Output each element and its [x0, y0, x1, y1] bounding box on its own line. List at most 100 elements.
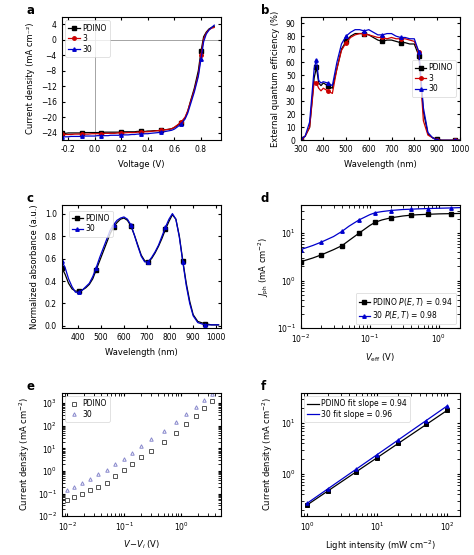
Line: PDINO: PDINO	[65, 400, 214, 502]
30	[118, 132, 124, 138]
PDINO $P(E,T)$ = 0.94	[319, 251, 324, 258]
30	[187, 300, 192, 307]
3	[142, 128, 148, 135]
Legend: PDINO fit slope = 0.94, 30 fit slope = 0.96: PDINO fit slope = 0.94, 30 fit slope = 0…	[304, 396, 410, 422]
PDINO	[132, 128, 137, 135]
PDINO	[68, 130, 74, 137]
3	[152, 128, 157, 134]
PDINO	[105, 129, 111, 135]
30	[393, 33, 399, 39]
PDINO	[407, 41, 412, 47]
PDINO	[76, 130, 82, 137]
PDINO $P(E,T)$ = 0.94	[388, 215, 393, 221]
PDINO	[82, 129, 87, 136]
30 $P(E,T)$ = 0.98	[331, 233, 337, 240]
PDINO	[334, 65, 340, 72]
PDINO	[320, 80, 326, 87]
PDINO	[203, 29, 209, 36]
3	[63, 131, 68, 138]
PDINO	[209, 321, 215, 328]
30	[155, 129, 161, 136]
3	[371, 33, 376, 39]
PDINO	[161, 438, 167, 445]
3	[169, 125, 174, 132]
3	[361, 30, 367, 37]
PDINO	[185, 108, 191, 115]
3	[416, 48, 422, 55]
30	[193, 403, 199, 410]
3	[132, 129, 137, 136]
PDINO	[191, 311, 196, 318]
30	[185, 110, 191, 117]
30	[121, 132, 127, 138]
3	[105, 130, 111, 137]
30	[173, 216, 179, 223]
30 $P(E,T)$ = 0.98	[457, 204, 463, 211]
Line: PDINO: PDINO	[60, 24, 216, 135]
PDINO	[79, 130, 84, 137]
PDINO	[198, 48, 204, 55]
30 $P(E,T)$ = 0.98	[425, 205, 431, 212]
PDINO $P(E,T)$ = 0.94	[373, 219, 378, 225]
30	[152, 130, 157, 137]
PDINO	[145, 128, 151, 134]
PDINO	[452, 137, 458, 144]
X-axis label: Light intensity (mW cm$^{-2}$): Light intensity (mW cm$^{-2}$)	[325, 539, 436, 553]
3	[85, 131, 91, 138]
PDINO	[216, 321, 221, 328]
PDINO fit slope = 0.94	[445, 407, 450, 413]
3	[439, 137, 445, 144]
30	[195, 319, 201, 326]
30	[85, 133, 91, 139]
3	[393, 36, 399, 42]
Line: 30 fit slope = 0.96: 30 fit slope = 0.96	[307, 406, 447, 503]
3	[79, 131, 84, 138]
3	[112, 130, 118, 137]
30	[72, 133, 78, 140]
PDINO	[99, 129, 104, 136]
X-axis label: Wavelength (nm): Wavelength (nm)	[344, 160, 417, 169]
30	[138, 253, 144, 260]
PDINO	[158, 127, 164, 134]
3	[298, 135, 303, 142]
PDINO	[112, 129, 118, 135]
PDINO	[156, 243, 162, 250]
PDINO	[165, 126, 171, 133]
PDINO $P(E,T)$ = 0.94	[339, 242, 345, 249]
PDINO	[439, 137, 445, 144]
30	[172, 126, 177, 133]
30	[452, 137, 458, 144]
3	[165, 126, 171, 133]
30	[329, 82, 335, 89]
PDINO	[118, 216, 123, 223]
3	[116, 130, 121, 137]
PDINO	[104, 239, 109, 246]
30	[211, 22, 217, 28]
3	[145, 128, 151, 135]
3	[211, 24, 217, 31]
30	[434, 137, 440, 144]
30	[307, 119, 312, 125]
3	[452, 137, 458, 144]
30	[407, 36, 412, 42]
PDINO	[161, 127, 167, 133]
30	[76, 289, 82, 296]
PDINO	[176, 233, 182, 239]
PDINO	[121, 215, 127, 221]
30	[348, 29, 354, 36]
30 $P(E,T)$ = 0.98	[448, 205, 454, 211]
PDINO	[63, 130, 68, 137]
30	[121, 456, 127, 462]
3	[457, 137, 463, 144]
30	[95, 132, 100, 139]
3	[174, 122, 180, 129]
PDINO	[107, 230, 113, 237]
PDINO	[366, 32, 372, 38]
PDINO fit slope = 0.94	[304, 502, 310, 508]
PDINO	[448, 137, 454, 144]
30 fit slope = 0.96	[445, 402, 450, 409]
PDINO	[71, 494, 76, 501]
30	[138, 442, 144, 449]
PDINO	[138, 454, 144, 461]
3	[318, 88, 324, 94]
